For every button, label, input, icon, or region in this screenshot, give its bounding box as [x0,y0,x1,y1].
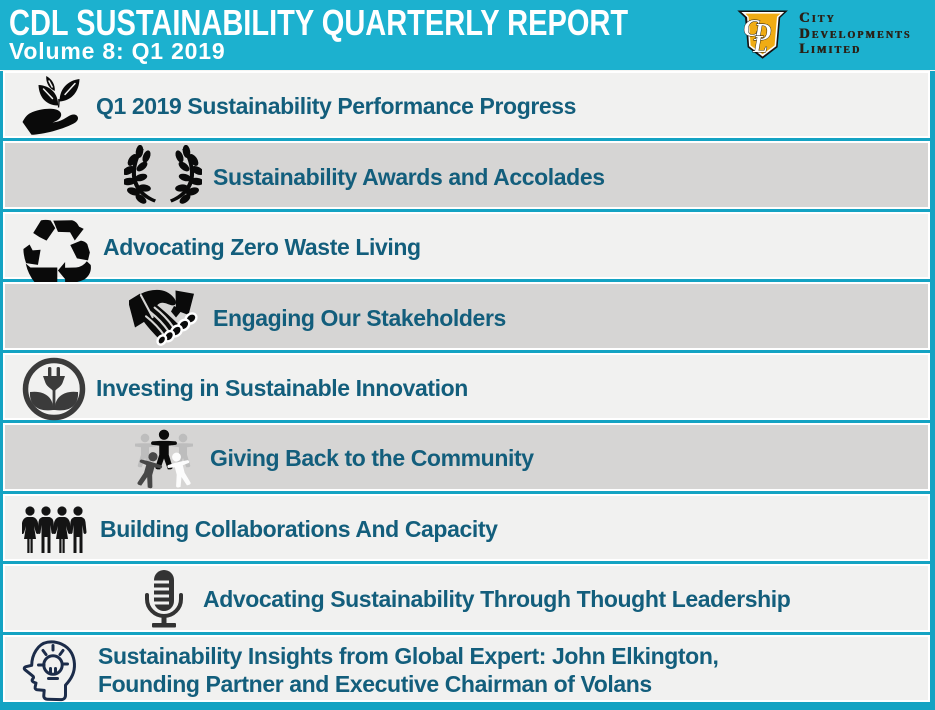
svg-text:L: L [752,32,768,58]
svg-text:D: D [753,20,771,46]
svg-text:C: C [744,16,761,42]
